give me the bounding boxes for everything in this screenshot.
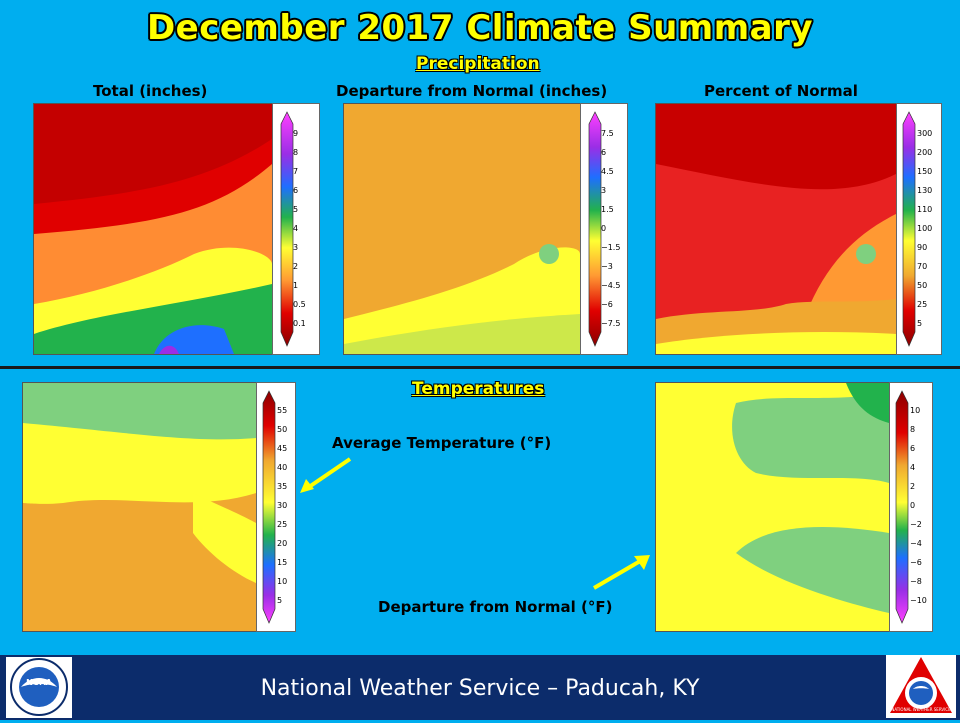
legend-tick: 8 bbox=[910, 425, 916, 434]
legend-tick: 55 bbox=[277, 406, 288, 415]
legend-tick: 30 bbox=[277, 501, 288, 510]
arrow-icon bbox=[592, 555, 650, 590]
footer-text: National Weather Service – Paducah, KY bbox=[260, 676, 700, 701]
legend-tick: 45 bbox=[277, 444, 288, 453]
arrow-icon bbox=[300, 457, 352, 493]
precip-percent-legend: 300 200 150 130 110 100 90 70 50 25 5 bbox=[896, 103, 942, 355]
legend-tick: 6 bbox=[601, 148, 607, 157]
legend-tick: 15 bbox=[277, 558, 288, 567]
legend-tick: 300 bbox=[917, 129, 933, 138]
legend-tick: 50 bbox=[917, 281, 928, 290]
temp-departure-legend: 10 8 6 4 2 0 −2 −4 −6 −8 −10 bbox=[889, 382, 933, 632]
precip-percent-label: Percent of Normal bbox=[704, 82, 858, 100]
precipitation-header: Precipitation bbox=[416, 54, 540, 74]
legend-tick: 6 bbox=[293, 186, 299, 195]
legend-tick: 50 bbox=[277, 425, 288, 434]
legend-tick: 200 bbox=[917, 148, 933, 157]
legend-tick: 6 bbox=[910, 444, 916, 453]
legend-tick: 2 bbox=[293, 262, 299, 271]
legend-tick: 100 bbox=[917, 224, 933, 233]
avg-temp-label: Average Temperature (°F) bbox=[332, 434, 552, 452]
legend-tick: 150 bbox=[917, 167, 933, 176]
legend-tick: 1 bbox=[293, 281, 299, 290]
legend-tick: 130 bbox=[917, 186, 933, 195]
avg-temp-map bbox=[22, 382, 257, 632]
legend-tick: 3 bbox=[293, 243, 299, 252]
section-divider bbox=[0, 366, 960, 369]
legend-tick: 8 bbox=[293, 148, 299, 157]
legend-tick: 7 bbox=[293, 167, 299, 176]
legend-tick: 0 bbox=[910, 501, 916, 510]
legend-tick: 3 bbox=[601, 186, 607, 195]
legend-tick: −10 bbox=[910, 596, 927, 605]
legend-tick: 5 bbox=[917, 319, 923, 328]
nws-logo-text: NATIONAL WEATHER SERVICE bbox=[891, 707, 951, 712]
legend-tick: −3 bbox=[601, 262, 613, 271]
legend-tick: −4.5 bbox=[601, 281, 621, 290]
precip-percent-map bbox=[655, 103, 897, 355]
precip-total-legend: 9 8 7 6 5 4 3 2 1 0.5 0.1 bbox=[272, 103, 320, 355]
legend-tick: 4 bbox=[910, 463, 916, 472]
legend-tick: 90 bbox=[917, 243, 928, 252]
legend-tick: 10 bbox=[910, 406, 921, 415]
legend-tick: −6 bbox=[601, 300, 613, 309]
legend-tick: 4 bbox=[293, 224, 299, 233]
precip-total-map bbox=[33, 103, 273, 355]
legend-tick: 2 bbox=[910, 482, 916, 491]
legend-tick: −8 bbox=[910, 577, 922, 586]
legend-tick: 1.5 bbox=[601, 205, 614, 214]
legend-tick: 5 bbox=[277, 596, 283, 605]
legend-tick: 10 bbox=[277, 577, 288, 586]
legend-tick: 5 bbox=[293, 205, 299, 214]
legend-tick: 4.5 bbox=[601, 167, 614, 176]
precip-departure-legend: 7.5 6 4.5 3 1.5 0 −1.5 −3 −4.5 −6 −7.5 bbox=[580, 103, 628, 355]
legend-tick: −4 bbox=[910, 539, 922, 548]
legend-tick: 20 bbox=[277, 539, 288, 548]
legend-tick: −6 bbox=[910, 558, 922, 567]
page-title: December 2017 Climate Summary bbox=[146, 8, 814, 48]
legend-tick: 0.5 bbox=[293, 300, 306, 309]
precip-total-label: Total (inches) bbox=[93, 82, 208, 100]
noaa-logo-text: NOAA bbox=[26, 678, 52, 687]
temp-departure-label: Departure from Normal (°F) bbox=[378, 598, 613, 616]
legend-tick: 25 bbox=[917, 300, 928, 309]
legend-tick: 70 bbox=[917, 262, 928, 271]
legend-tick: 35 bbox=[277, 482, 288, 491]
legend-tick: 9 bbox=[293, 129, 299, 138]
legend-tick: 0.1 bbox=[293, 319, 306, 328]
legend-tick: 40 bbox=[277, 463, 288, 472]
precip-departure-map bbox=[343, 103, 581, 355]
footer-bar bbox=[0, 655, 960, 720]
legend-tick: −7.5 bbox=[601, 319, 621, 328]
avg-temp-legend: 55 50 45 40 35 30 25 20 15 10 5 bbox=[256, 382, 296, 632]
legend-tick: −2 bbox=[910, 520, 922, 529]
temp-departure-map bbox=[655, 382, 890, 632]
legend-tick: 110 bbox=[917, 205, 933, 214]
noaa-logo: NOAA bbox=[6, 657, 72, 718]
legend-tick: −1.5 bbox=[601, 243, 621, 252]
legend-tick: 0 bbox=[601, 224, 607, 233]
legend-tick: 7.5 bbox=[601, 129, 614, 138]
nws-logo: NATIONAL WEATHER SERVICE bbox=[886, 655, 956, 718]
precip-departure-label: Departure from Normal (inches) bbox=[336, 82, 608, 100]
temperatures-header: Temperatures bbox=[412, 379, 545, 399]
legend-tick: 25 bbox=[277, 520, 288, 529]
